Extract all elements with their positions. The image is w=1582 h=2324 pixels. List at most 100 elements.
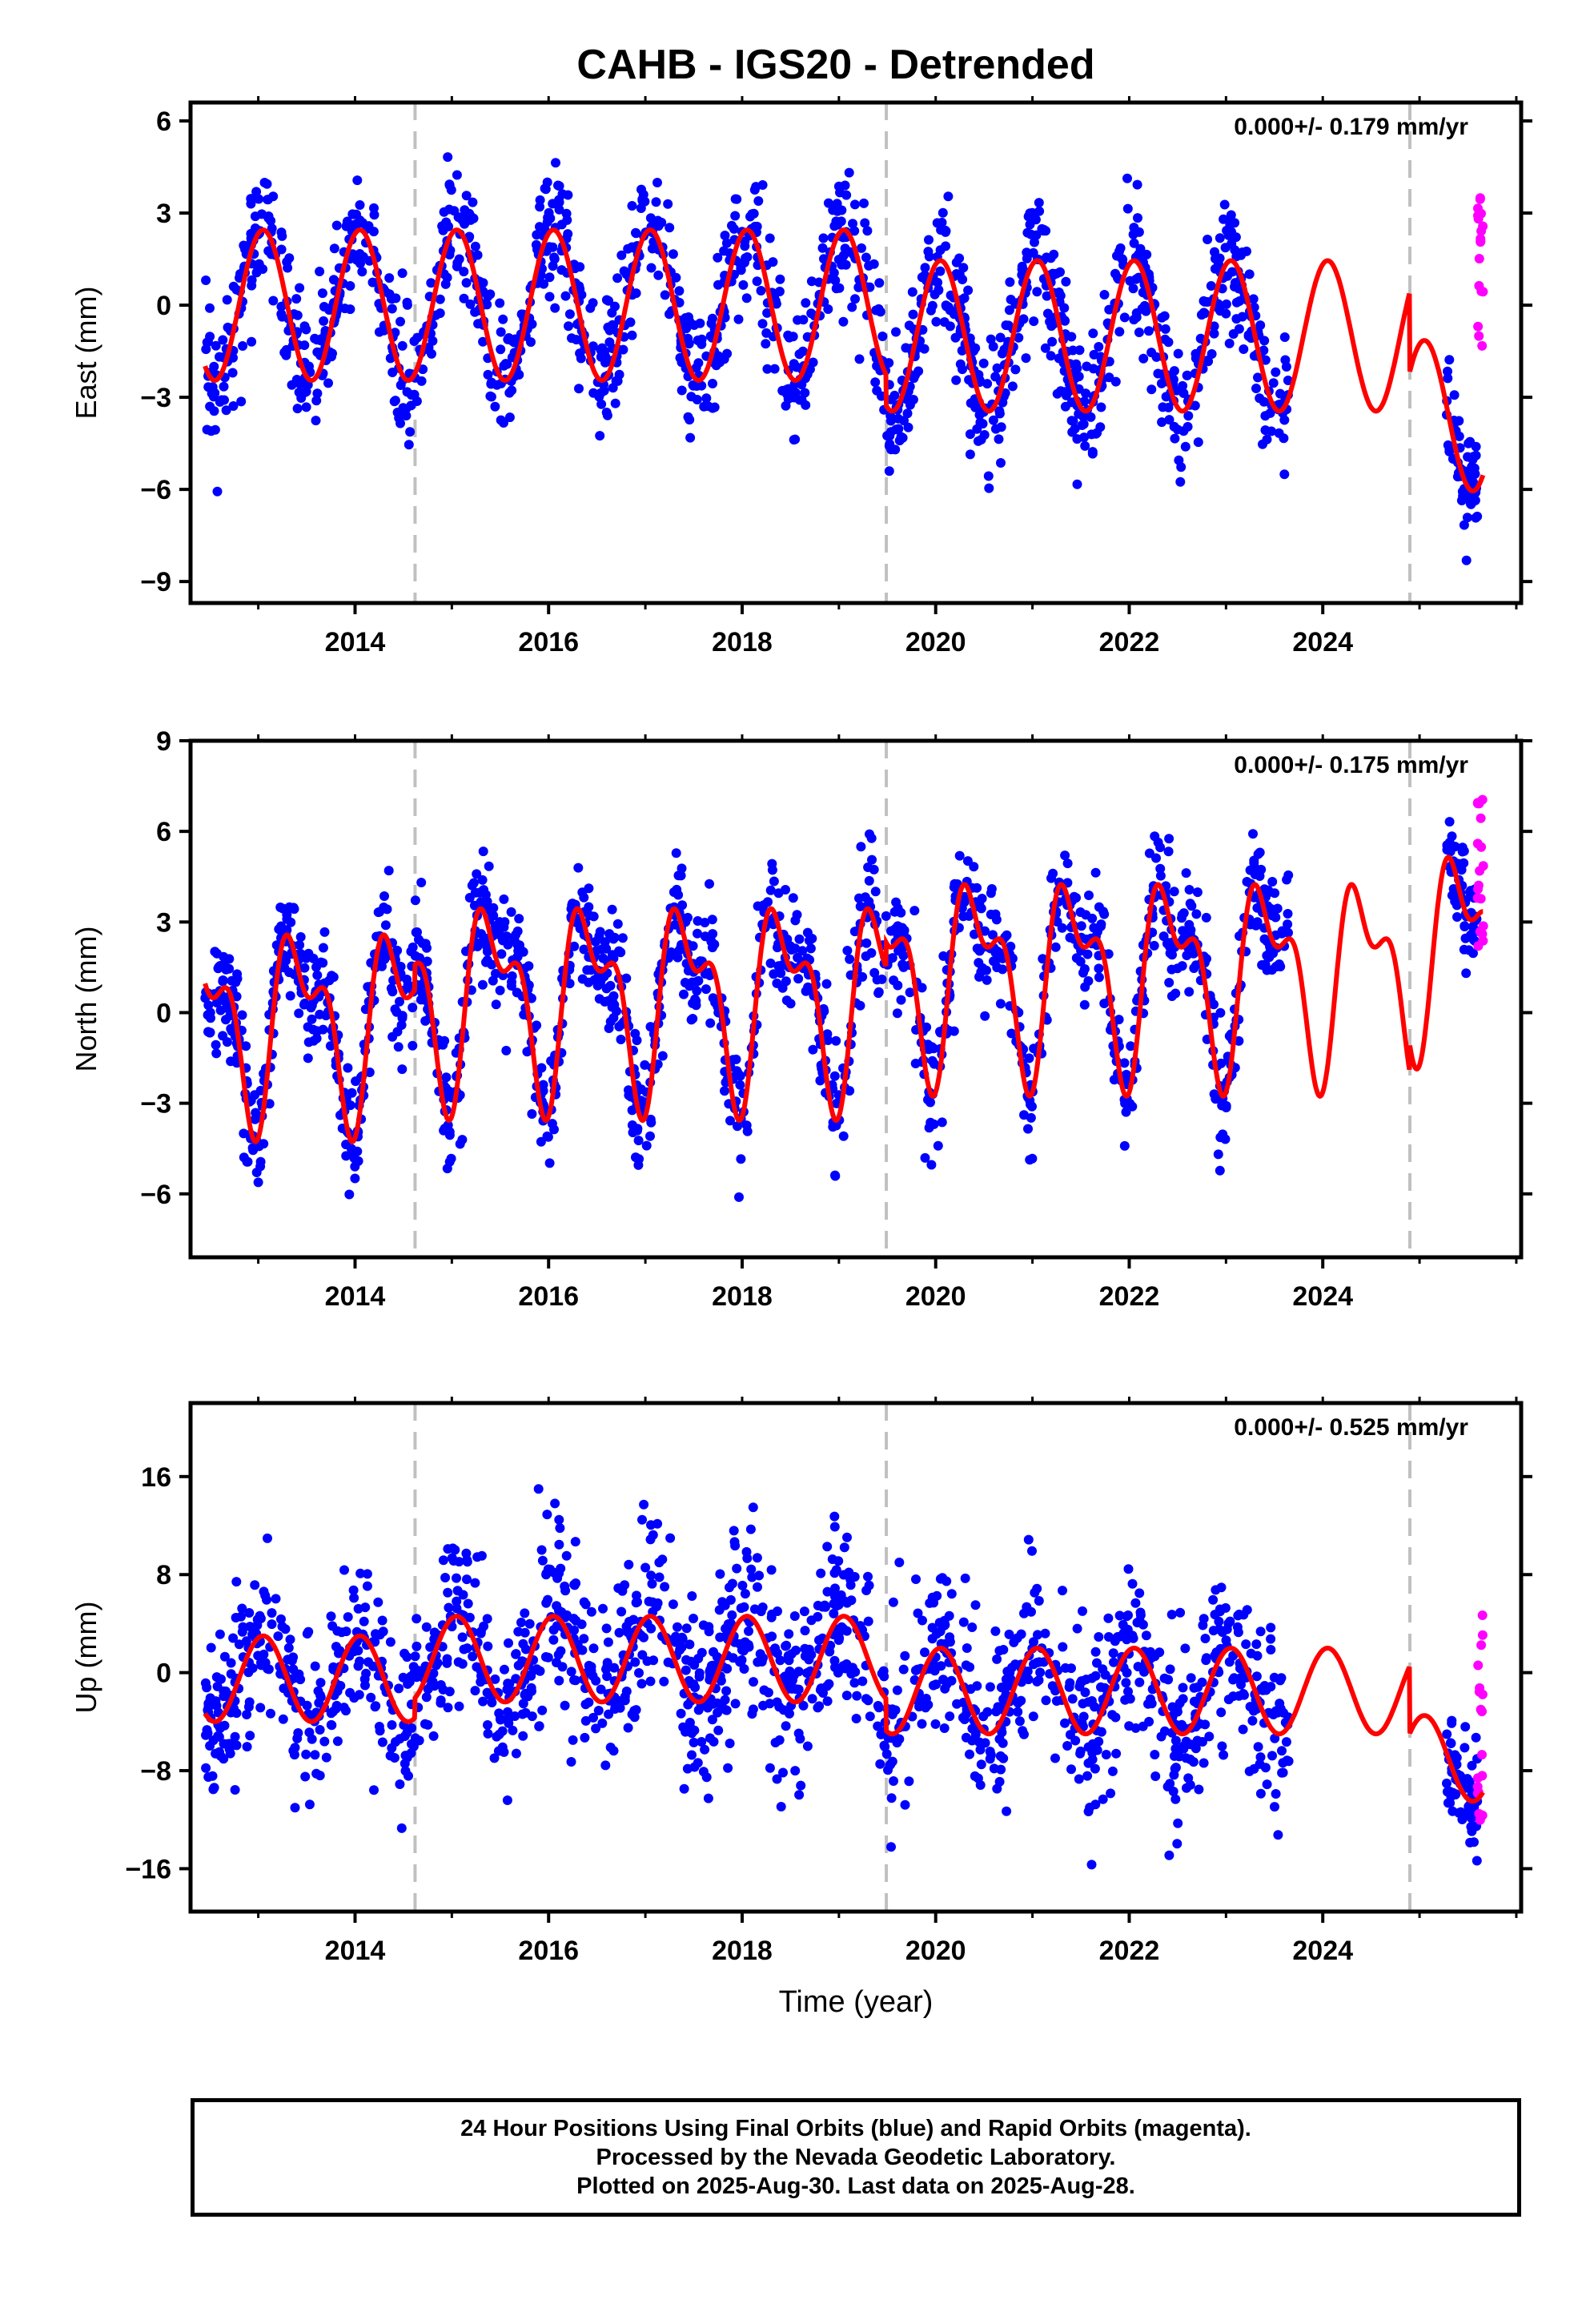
- up-data-point: [1282, 1755, 1292, 1766]
- up-data-point: [935, 1574, 946, 1584]
- up-data-point: [1050, 1753, 1060, 1763]
- up-data-point: [1033, 1630, 1042, 1640]
- up-data-point: [930, 1666, 940, 1676]
- east-data-point: [983, 471, 994, 481]
- north-data-point: [444, 1156, 455, 1167]
- up-data-point: [579, 1597, 589, 1607]
- up-data-point: [617, 1586, 628, 1596]
- up-data-point: [1034, 1596, 1044, 1606]
- up-data-point: [1123, 1687, 1133, 1697]
- east-data-point: [301, 387, 311, 396]
- north-rate-label: 0.000+/- 0.175 mm/yr: [1234, 752, 1468, 778]
- east-data-point: [1206, 281, 1216, 291]
- north-data-point: [741, 1120, 752, 1131]
- east-data-point: [535, 195, 545, 205]
- east-data-point: [492, 380, 502, 390]
- east-rapid-point: [1473, 321, 1484, 332]
- up-data-point: [730, 1699, 741, 1709]
- north-data-point: [976, 967, 986, 977]
- north-data-point: [1170, 988, 1181, 999]
- up-data-point: [747, 1709, 757, 1719]
- east-data-point: [323, 378, 333, 388]
- north-data-point: [1150, 831, 1160, 842]
- north-data-point: [1046, 873, 1056, 883]
- up-data-point: [829, 1598, 839, 1609]
- north-data-point: [1184, 987, 1195, 997]
- up-data-point: [339, 1703, 349, 1713]
- east-data-point: [1236, 250, 1246, 260]
- caption-line-3: Plotted on 2025-Aug-30. Last data on 202…: [576, 2173, 1135, 2199]
- east-data-point: [708, 379, 717, 388]
- east-data-point: [504, 333, 514, 343]
- up-data-point: [645, 1534, 656, 1545]
- up-data-point: [818, 1688, 828, 1698]
- up-data-point: [1267, 1751, 1277, 1761]
- north-data-point: [544, 1158, 555, 1168]
- east-data-point: [532, 230, 542, 240]
- east-data-point: [1052, 388, 1062, 399]
- east-data-point: [1157, 417, 1167, 428]
- east-data-point: [292, 310, 303, 320]
- up-data-point: [989, 1763, 999, 1774]
- north-data-point: [215, 961, 225, 971]
- up-data-point: [1034, 1675, 1044, 1686]
- north-data-point: [318, 1024, 328, 1035]
- north-data-point: [1094, 963, 1104, 974]
- east-ytick-label: −3: [140, 383, 171, 413]
- north-data-point: [527, 1109, 537, 1119]
- east-data-point: [937, 217, 947, 227]
- up-rapid-point: [1477, 1610, 1488, 1620]
- up-data-point: [813, 1703, 823, 1713]
- up-data-point: [202, 1725, 212, 1735]
- north-data-point: [998, 964, 1008, 975]
- east-data-point: [806, 276, 817, 287]
- north-data-point: [893, 980, 903, 991]
- north-data-point: [753, 901, 763, 911]
- east-data-point: [212, 486, 223, 497]
- east-data-point: [1055, 267, 1065, 277]
- east-data-point: [850, 294, 860, 304]
- north-data-point: [1155, 870, 1166, 881]
- up-data-point: [527, 1711, 537, 1722]
- east-data-point: [470, 307, 480, 317]
- up-data-point: [1465, 1837, 1476, 1848]
- up-data-point: [729, 1526, 739, 1536]
- east-data-point: [1094, 342, 1104, 352]
- up-data-point: [1002, 1667, 1013, 1677]
- east-data-point: [564, 321, 573, 332]
- up-data-point: [561, 1550, 572, 1561]
- east-data-point: [1017, 264, 1027, 275]
- east-data-point: [869, 259, 879, 269]
- east-data-point: [1031, 230, 1042, 240]
- up-data-point: [654, 1572, 665, 1582]
- north-xtick-label: 2018: [712, 1281, 773, 1312]
- east-data-point: [1061, 276, 1071, 287]
- east-data-point: [291, 294, 302, 304]
- east-data-point: [708, 403, 718, 413]
- north-data-point: [247, 1143, 258, 1153]
- north-data-point: [347, 1088, 357, 1098]
- up-data-point: [689, 1725, 700, 1735]
- up-rapid-point: [1472, 1773, 1483, 1783]
- east-data-point: [974, 410, 985, 420]
- up-data-point: [391, 1737, 400, 1747]
- up-data-point: [623, 1723, 633, 1733]
- east-data-point: [299, 340, 310, 351]
- up-data-point: [472, 1552, 483, 1562]
- up-data-point: [263, 1533, 272, 1543]
- up-data-point: [1216, 1582, 1227, 1593]
- up-data-point: [537, 1705, 548, 1715]
- north-data-point: [512, 987, 522, 998]
- east-data-point: [859, 198, 869, 208]
- up-data-point: [1127, 1578, 1138, 1589]
- east-ytick-label: 0: [156, 291, 171, 321]
- north-data-point: [929, 1119, 939, 1129]
- north-data-point: [692, 986, 702, 996]
- east-data-point: [757, 319, 768, 329]
- up-data-point: [736, 1603, 746, 1614]
- east-data-point: [1443, 373, 1453, 384]
- chart-title: CAHB - IGS20 - Detrended: [576, 42, 1094, 88]
- north-data-point: [608, 991, 619, 1001]
- up-data-point: [1022, 1602, 1032, 1612]
- up-data-point: [566, 1757, 576, 1767]
